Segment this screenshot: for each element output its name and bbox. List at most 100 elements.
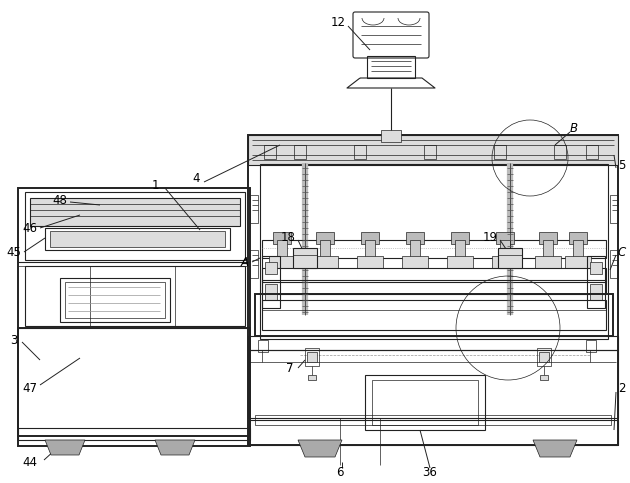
Bar [248,135,618,445]
Bar [590,284,602,300]
Bar [554,145,566,159]
Text: 36: 36 [423,466,437,479]
Bar [258,340,268,352]
Bar [406,232,424,244]
Bar [354,145,366,159]
Polygon shape [298,440,342,457]
Bar [565,256,591,268]
Bar [248,336,618,350]
Bar [265,262,277,274]
Bar [18,428,250,440]
Bar [308,375,316,380]
Bar [264,145,276,159]
Bar [372,380,478,425]
Text: 7: 7 [286,361,294,374]
Text: 12: 12 [331,15,345,28]
Bar [25,266,245,326]
Bar [496,232,514,244]
Bar [250,250,258,278]
Bar [573,240,583,258]
Bar [273,232,291,244]
Bar [424,145,436,159]
Bar [30,198,240,226]
Bar [586,145,598,159]
Bar [45,228,230,250]
Bar [265,284,277,300]
Text: 48: 48 [52,194,67,207]
Bar [248,420,618,445]
Bar [381,130,401,142]
Text: B: B [570,122,578,134]
Bar [65,282,165,318]
Bar [402,256,428,268]
Bar [320,240,330,258]
Bar [569,232,587,244]
Text: A: A [241,256,249,269]
Bar [18,188,250,446]
Bar [25,192,245,260]
Text: 1: 1 [151,179,159,191]
Bar [60,278,170,322]
Text: 45: 45 [6,245,21,258]
Text: 6: 6 [336,466,344,479]
Bar [248,135,618,165]
Bar [492,256,518,268]
Bar [262,300,606,330]
Bar [262,256,280,308]
Bar [543,240,553,258]
Bar [590,262,602,274]
Bar [262,268,606,282]
Bar [535,256,561,268]
Bar [262,240,606,258]
Text: 44: 44 [23,455,38,469]
Bar [316,232,334,244]
Bar [365,240,375,258]
Bar [586,340,596,352]
Bar [255,294,613,336]
Bar [367,56,415,78]
Bar [357,256,383,268]
Bar [307,352,317,362]
Bar [312,256,338,268]
Text: 2: 2 [618,382,626,395]
Bar [50,231,225,247]
Text: 5: 5 [618,158,626,171]
Bar [494,145,506,159]
Polygon shape [533,440,577,457]
Bar [248,350,618,418]
Bar [255,415,611,425]
Text: 18: 18 [280,230,295,243]
Text: C: C [618,245,626,258]
Text: 46: 46 [23,222,38,235]
Bar [451,232,469,244]
Bar [262,280,606,294]
Bar [361,232,379,244]
Bar [410,240,420,258]
Bar [587,256,605,308]
Bar [447,256,473,268]
Bar [305,348,319,366]
Bar [500,240,510,258]
Bar [455,240,465,258]
Bar [539,232,557,244]
Bar [294,145,306,159]
Bar [260,164,608,339]
Bar [269,256,295,268]
Text: 3: 3 [10,333,18,346]
Bar [365,375,485,430]
Text: 4: 4 [192,171,200,185]
Bar [610,250,618,278]
Bar [610,195,618,223]
Text: 19: 19 [483,230,498,243]
Bar [498,248,522,268]
Bar [540,375,548,380]
Text: 47: 47 [23,382,38,395]
Bar [277,240,287,258]
Bar [539,352,549,362]
Bar [293,248,317,268]
Bar [250,195,258,223]
Bar [18,328,250,436]
Polygon shape [45,440,85,455]
Bar [537,348,551,366]
Polygon shape [155,440,195,455]
